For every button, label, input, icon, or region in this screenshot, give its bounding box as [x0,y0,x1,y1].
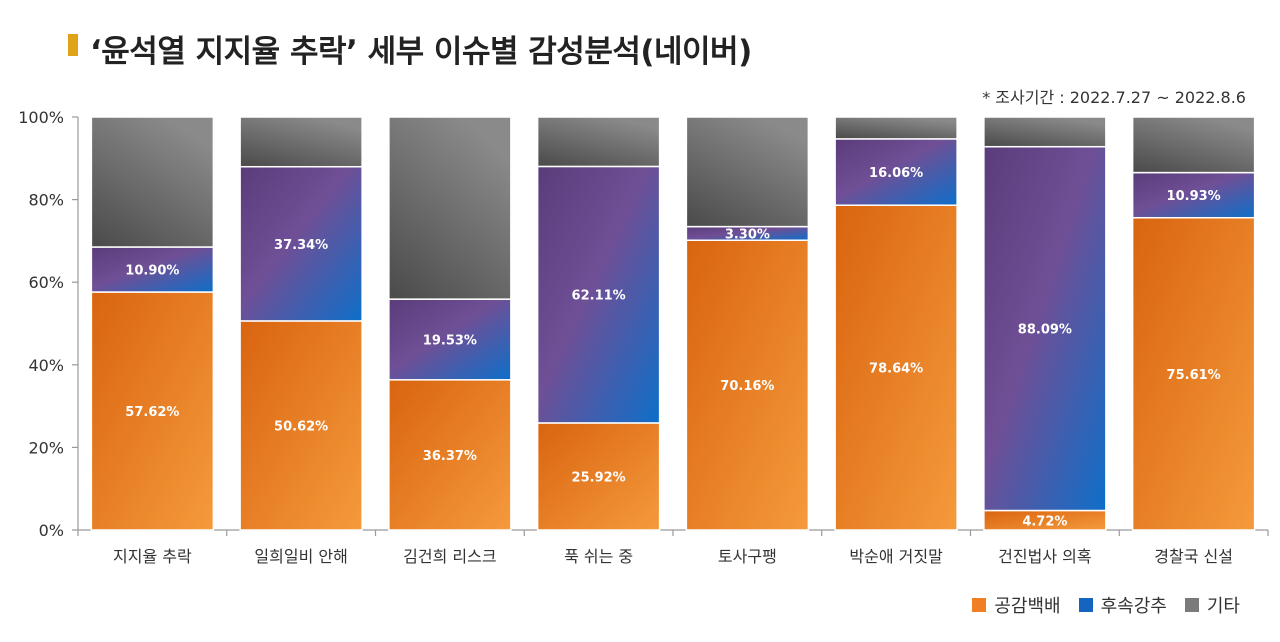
legend-label-followup: 후속강추 [1100,596,1167,617]
data-label: 3.30% [725,227,770,242]
data-label: 16.06% [869,166,923,181]
chart-title: ‘윤석열 지지율 추락’ 세부 이슈별 감성분석(네이버) [90,34,752,70]
data-label: 88.09% [1018,323,1072,338]
data-label: 19.53% [423,333,477,348]
x-tick-label: 푹 쉬는 중 [564,547,633,566]
bar-segment [90,116,215,248]
data-label: 4.72% [1022,514,1067,529]
data-label: 62.11% [572,289,626,304]
title-accent-bar [68,34,78,56]
y-tick-label: 20% [28,438,64,457]
data-label: 25.92% [572,470,626,485]
x-tick-label: 일희일비 안해 [254,547,347,566]
bar-segment [983,116,1107,148]
y-tick-label: 40% [28,356,64,375]
data-label: 37.34% [274,238,328,253]
y-tick-label: 80% [28,191,64,210]
bar-segment [388,116,512,300]
bar-segment [90,291,215,531]
bar-segment [834,204,958,531]
legend-item-empathy: 공감백배 [972,592,1061,618]
legend-label-other: 기타 [1206,596,1240,617]
bar-segment [536,422,661,531]
x-tick-label: 경찰국 신설 [1154,547,1233,566]
x-tick-label: 박순애 거짓말 [849,547,943,566]
y-tick-label: 100% [18,108,64,127]
legend-label-empathy: 공감백배 [994,596,1061,617]
legend-swatch-empathy [972,598,987,612]
data-label: 10.90% [125,264,179,279]
bar-segment [1131,116,1256,174]
bar-segment [834,138,958,206]
legend-swatch-other [1184,598,1199,612]
data-label: 57.62% [125,405,179,420]
chart-legend: 공감백배 후속강추 기타 [954,592,1240,618]
survey-period: * 조사기간 : 2022.7.27 ~ 2022.8.6 [982,88,1246,107]
legend-item-other: 기타 [1184,592,1240,618]
x-tick-label: 토사구팽 [718,547,777,566]
bar-segment [983,145,1107,512]
data-label: 70.16% [720,379,774,394]
y-tick-label: 0% [39,521,64,540]
data-label: 78.64% [869,362,923,377]
bar-segment [834,116,958,140]
data-label: 75.61% [1167,368,1221,383]
bar-segment [685,116,810,228]
legend-swatch-followup [1078,598,1093,612]
bar-segment [1131,216,1256,531]
bar-segment [239,320,363,531]
bar-segment [1131,171,1256,219]
bar-segment [536,116,661,168]
y-tick-label: 60% [28,273,64,292]
data-label: 10.93% [1167,189,1221,204]
bar-segment [685,239,810,531]
bar-segment [388,379,512,531]
x-tick-label: 지지율 추락 [113,547,192,566]
legend-item-followup: 후속강추 [1078,592,1167,618]
bar-segment [388,298,512,381]
bar-segment [239,116,363,168]
data-label: 50.62% [274,419,328,434]
x-tick-label: 김건희 리스크 [403,547,496,566]
x-tick-label: 건진법사 의혹 [998,547,1091,566]
data-label: 36.37% [423,449,477,464]
